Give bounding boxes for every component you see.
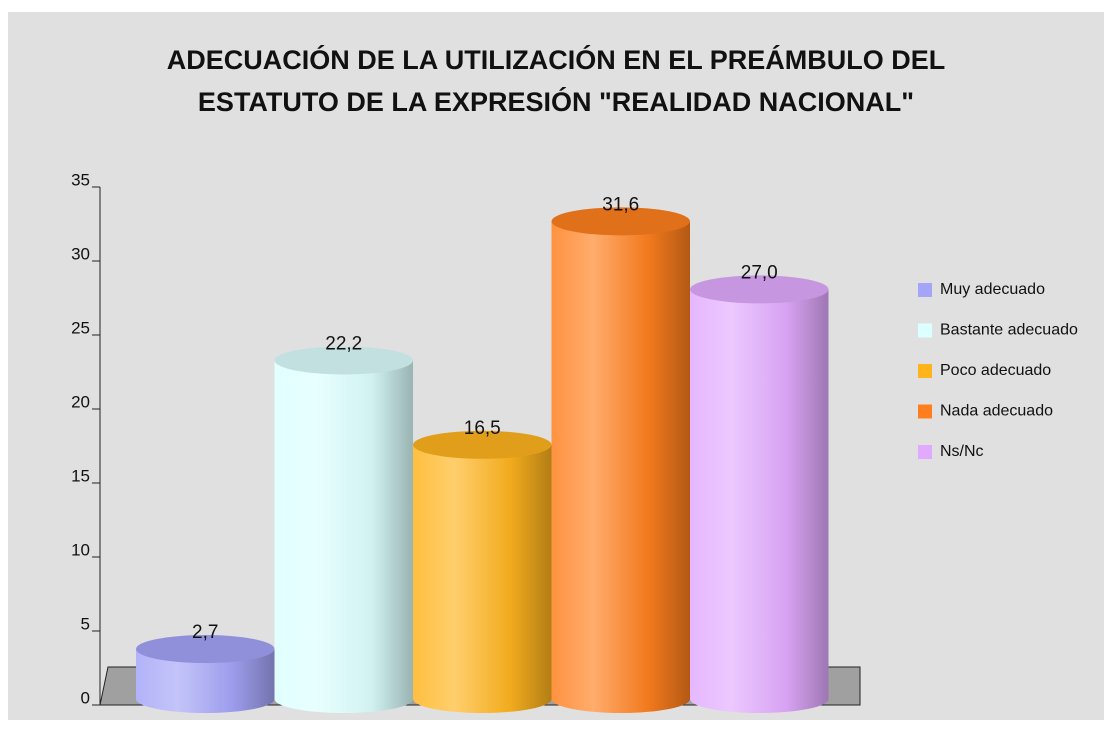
- y-tick-label: 20: [71, 392, 90, 411]
- bar-top: [274, 346, 413, 375]
- y-tick-label: 30: [71, 244, 90, 263]
- y-tick-label: 25: [71, 318, 90, 337]
- y-tick-label: 15: [71, 466, 90, 485]
- legend-swatch: [918, 404, 932, 419]
- legend-swatch: [918, 283, 932, 297]
- bar: [274, 360, 413, 713]
- data-label: 16,5: [464, 418, 501, 439]
- bar-top: [413, 430, 552, 459]
- y-tick-label: 0: [81, 688, 90, 707]
- y-tick-label: 35: [71, 170, 90, 189]
- legend-label: Ns/Nc: [940, 443, 984, 460]
- bar: [413, 444, 552, 713]
- data-label: 22,2: [325, 333, 362, 354]
- legend-swatch: [918, 364, 932, 378]
- y-tick-label: 10: [71, 540, 90, 559]
- bar-top: [690, 275, 829, 304]
- chart-title: ADECUACIÓN DE LA UTILIZACIÓN EN EL PREÁM…: [167, 44, 946, 75]
- bar: [551, 221, 690, 713]
- legend-label: Nada adecuado: [940, 403, 1053, 420]
- bar-top: [551, 207, 690, 236]
- legend-label: Bastante adecuado: [940, 322, 1078, 339]
- bar: [690, 289, 829, 713]
- legend-swatch: [918, 445, 932, 459]
- bar-top: [136, 635, 275, 664]
- bar: [136, 649, 275, 713]
- chart-title: ESTATUTO DE LA EXPRESIÓN "REALIDAD NACIO…: [198, 86, 914, 117]
- legend-label: Poco adecuado: [940, 362, 1051, 379]
- legend-swatch: [918, 323, 932, 338]
- data-label: 27,0: [741, 262, 778, 283]
- data-label: 31,6: [602, 194, 639, 215]
- legend-label: Muy adecuado: [940, 281, 1045, 298]
- data-label: 2,7: [192, 622, 218, 643]
- y-tick-label: 5: [81, 614, 90, 633]
